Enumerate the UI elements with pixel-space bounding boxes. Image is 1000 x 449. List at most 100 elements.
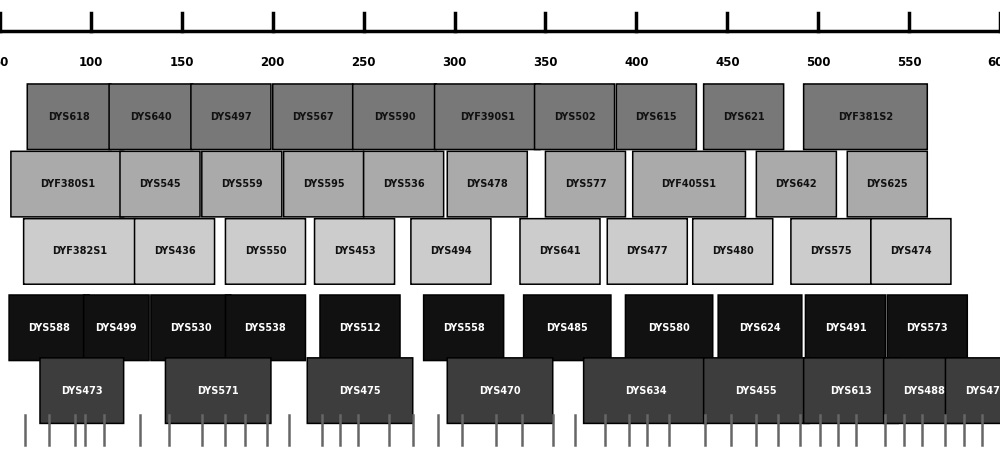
Text: 200: 200: [261, 56, 285, 69]
FancyBboxPatch shape: [120, 151, 200, 217]
Text: 100: 100: [79, 56, 103, 69]
FancyBboxPatch shape: [273, 84, 353, 150]
Text: DYS613: DYS613: [830, 386, 872, 396]
Text: 600: 600: [988, 56, 1000, 69]
Text: DYS502: DYS502: [554, 112, 595, 122]
FancyBboxPatch shape: [805, 295, 885, 361]
FancyBboxPatch shape: [165, 358, 271, 423]
Text: DYS499: DYS499: [96, 323, 137, 333]
Text: DYS634: DYS634: [625, 386, 666, 396]
Text: DYS530: DYS530: [170, 323, 212, 333]
FancyBboxPatch shape: [11, 151, 124, 217]
Text: DYS473: DYS473: [61, 386, 103, 396]
FancyBboxPatch shape: [693, 219, 773, 284]
FancyBboxPatch shape: [945, 358, 1000, 423]
Text: 450: 450: [715, 56, 740, 69]
Text: DYS573: DYS573: [906, 323, 948, 333]
Text: DYS475: DYS475: [339, 386, 381, 396]
Text: 150: 150: [170, 56, 194, 69]
FancyBboxPatch shape: [9, 295, 89, 361]
Text: DYS641: DYS641: [539, 247, 581, 256]
Text: DYS559: DYS559: [221, 179, 263, 189]
Text: DYS478: DYS478: [466, 179, 508, 189]
FancyBboxPatch shape: [364, 151, 444, 217]
FancyBboxPatch shape: [616, 84, 696, 150]
Text: DYS491: DYS491: [825, 323, 866, 333]
FancyBboxPatch shape: [633, 151, 745, 217]
Text: 550: 550: [897, 56, 921, 69]
FancyBboxPatch shape: [535, 84, 615, 150]
FancyBboxPatch shape: [320, 295, 400, 361]
FancyBboxPatch shape: [315, 219, 395, 284]
FancyBboxPatch shape: [411, 219, 491, 284]
FancyBboxPatch shape: [871, 219, 951, 284]
FancyBboxPatch shape: [718, 295, 802, 361]
Text: DYS480: DYS480: [712, 247, 754, 256]
Text: DYS575: DYS575: [810, 247, 852, 256]
FancyBboxPatch shape: [424, 295, 504, 361]
Text: DYS512: DYS512: [339, 323, 381, 333]
FancyBboxPatch shape: [84, 295, 149, 361]
Text: DYF382S1: DYF382S1: [52, 247, 108, 256]
Text: DYS494: DYS494: [430, 247, 472, 256]
FancyBboxPatch shape: [307, 358, 413, 423]
Text: DYS618: DYS618: [48, 112, 90, 122]
Text: DYS550: DYS550: [245, 247, 286, 256]
FancyBboxPatch shape: [704, 358, 809, 423]
Text: DYF390S1: DYF390S1: [460, 112, 515, 122]
Text: DYS455: DYS455: [736, 386, 777, 396]
Text: DYS538: DYS538: [245, 323, 286, 333]
FancyBboxPatch shape: [584, 358, 707, 423]
Text: DYS624: DYS624: [739, 323, 781, 333]
Text: DYF405S1: DYF405S1: [662, 179, 717, 189]
FancyBboxPatch shape: [524, 295, 611, 361]
FancyBboxPatch shape: [109, 84, 193, 150]
FancyBboxPatch shape: [791, 219, 871, 284]
Text: DYS485: DYS485: [546, 323, 588, 333]
FancyBboxPatch shape: [447, 358, 553, 423]
FancyBboxPatch shape: [704, 84, 784, 150]
Text: DYS488: DYS488: [903, 386, 945, 396]
FancyBboxPatch shape: [27, 84, 111, 150]
Text: DYS625: DYS625: [866, 179, 908, 189]
Text: DYS621: DYS621: [723, 112, 764, 122]
Text: DYS536: DYS536: [383, 179, 424, 189]
Text: 400: 400: [624, 56, 649, 69]
Text: DYS558: DYS558: [443, 323, 485, 333]
Text: DYS470: DYS470: [479, 386, 521, 396]
FancyBboxPatch shape: [884, 358, 964, 423]
FancyBboxPatch shape: [151, 295, 231, 361]
Text: DYS577: DYS577: [565, 179, 606, 189]
Text: DYS477: DYS477: [626, 247, 668, 256]
Text: 350: 350: [533, 56, 558, 69]
FancyBboxPatch shape: [847, 151, 927, 217]
Text: DYF381S2: DYF381S2: [838, 112, 893, 122]
FancyBboxPatch shape: [435, 84, 540, 150]
Text: DYS567: DYS567: [292, 112, 334, 122]
FancyBboxPatch shape: [135, 219, 215, 284]
FancyBboxPatch shape: [24, 219, 136, 284]
Text: DYS472: DYS472: [965, 386, 1000, 396]
Text: DYS474: DYS474: [890, 247, 932, 256]
FancyBboxPatch shape: [191, 84, 271, 150]
Text: 250: 250: [351, 56, 376, 69]
FancyBboxPatch shape: [545, 151, 625, 217]
Text: DYS453: DYS453: [334, 247, 375, 256]
FancyBboxPatch shape: [40, 358, 124, 423]
Text: DYS497: DYS497: [210, 112, 252, 122]
FancyBboxPatch shape: [607, 219, 687, 284]
Text: 300: 300: [442, 56, 467, 69]
Text: DYS640: DYS640: [130, 112, 172, 122]
FancyBboxPatch shape: [225, 295, 305, 361]
Text: DYS436: DYS436: [154, 247, 195, 256]
FancyBboxPatch shape: [353, 84, 436, 150]
Text: DYS580: DYS580: [648, 323, 690, 333]
FancyBboxPatch shape: [225, 219, 305, 284]
FancyBboxPatch shape: [887, 295, 967, 361]
FancyBboxPatch shape: [202, 151, 282, 217]
FancyBboxPatch shape: [804, 358, 898, 423]
FancyBboxPatch shape: [447, 151, 527, 217]
Text: DYF380S1: DYF380S1: [40, 179, 95, 189]
FancyBboxPatch shape: [284, 151, 364, 217]
Text: DYS588: DYS588: [28, 323, 70, 333]
